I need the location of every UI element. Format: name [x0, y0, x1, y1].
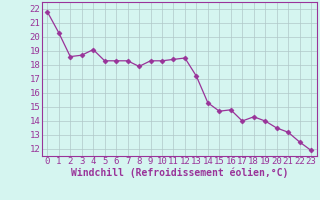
X-axis label: Windchill (Refroidissement éolien,°C): Windchill (Refroidissement éolien,°C) — [70, 168, 288, 178]
